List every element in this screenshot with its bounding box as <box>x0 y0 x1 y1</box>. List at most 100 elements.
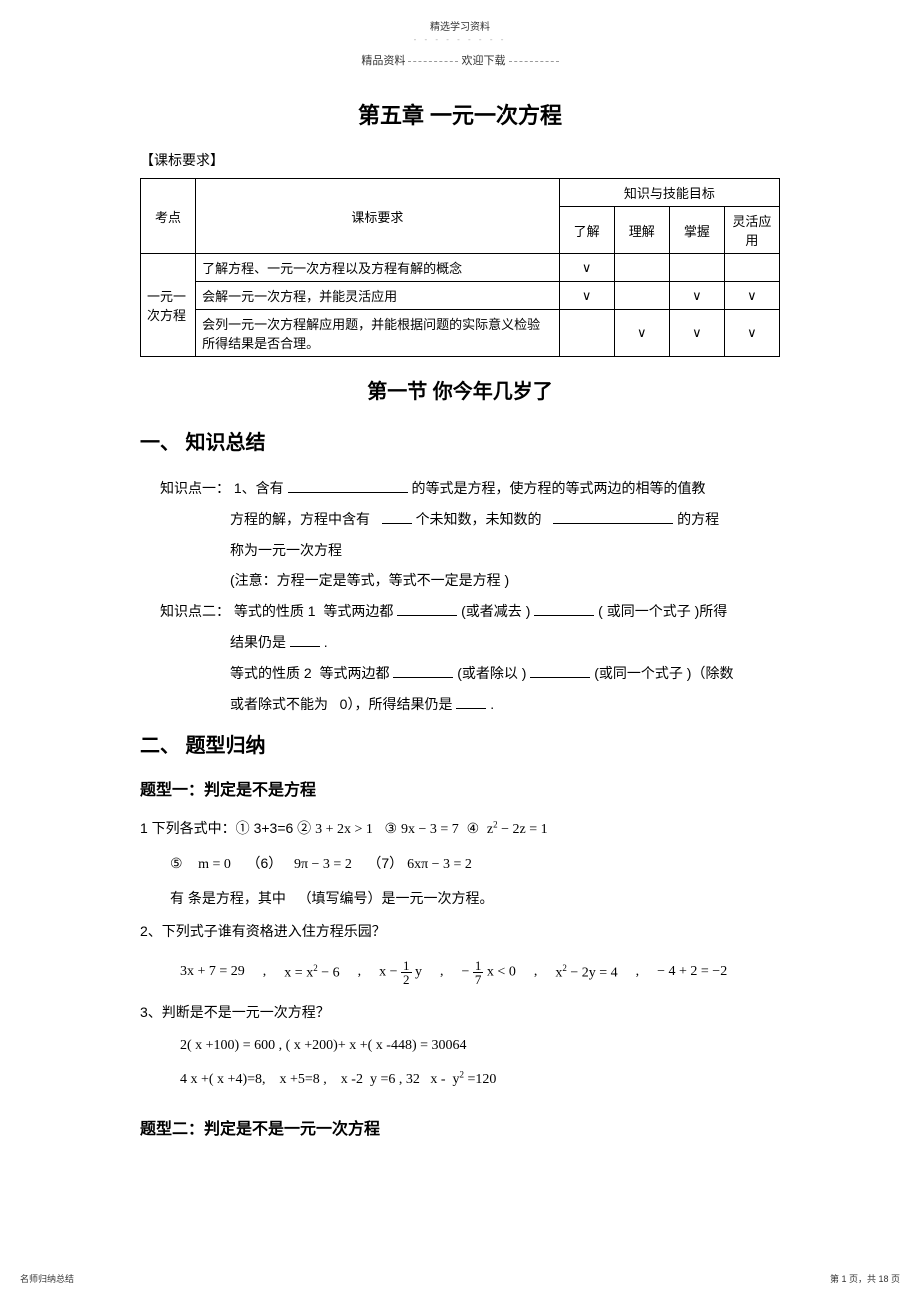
chapter-title: 第五章 一元一次方程 <box>140 98 780 130</box>
footer-left: 名师归纳总结 <box>20 1272 74 1285</box>
blank-8 <box>530 664 590 678</box>
dashed-divider-1 <box>408 61 458 62</box>
q1-l3b: 条是方程，其中 <box>188 890 286 906</box>
kp2-1b: 等式两边都 <box>323 603 393 619</box>
q2-eq5: x2 − 2y = 4 <box>555 963 617 982</box>
kp1-1b: 的等式是方程，使方程的等式两边的相等的值教 <box>411 480 705 496</box>
q1-l3a: 有 <box>170 890 184 906</box>
td-empty <box>669 254 724 282</box>
header-dots: - - - - - - - - - <box>0 35 920 44</box>
kp2-line3: 等式的性质 2 等式两边都 (或者除以 ) (或同一个式子 )（除数 <box>230 658 780 689</box>
q2-eq2: x = x2 − 6 <box>284 963 339 982</box>
kp2: 知识点二： 等式的性质 1 等式两边都 (或者减去 ) ( 或同一个式子 )所得 <box>160 596 780 627</box>
h1-knowledge-summary: 一、 知识总结 <box>140 426 780 455</box>
header-sub-left: 精品资料 <box>361 55 405 67</box>
footer-right: 第 1 页，共 18 页 <box>830 1272 900 1285</box>
q3-line1: 2( x +100) = 600 , ( x +200)+ x +( x -44… <box>180 1029 780 1063</box>
q1-eq4: m = 0 <box>198 857 231 872</box>
kp2-2a: 结果仍是 <box>230 634 286 650</box>
q1-a: 1 下列各式中：① 3+3=6 ② <box>140 820 311 836</box>
kp2-line2: 结果仍是 . <box>230 627 780 658</box>
td-desc1: 了解方程、一元一次方程以及方程有解的概念 <box>196 254 560 282</box>
kp1-line2: 方程的解，方程中含有 个未知数，未知数的 的方程 <box>230 504 780 535</box>
q1-l2c: （7） <box>367 855 403 871</box>
td-check: ∨ <box>614 310 669 357</box>
th-lijie: 理解 <box>614 207 669 254</box>
q1-c: ④ <box>467 820 480 836</box>
td-empty <box>614 254 669 282</box>
kp2-line4: 或者除式不能为 0），所得结果仍是 . <box>230 689 780 720</box>
kp2-4c: . <box>490 696 494 712</box>
th-group: 知识与技能目标 <box>559 179 779 207</box>
td-desc2: 会解一元一次方程，并能灵活应用 <box>196 282 560 310</box>
kp1-2c: 的方程 <box>677 511 719 527</box>
q1-eq6: 6xπ − 3 = 2 <box>407 857 472 872</box>
kp2-1c: (或者减去 ) <box>461 603 530 619</box>
th-kaodian: 考点 <box>141 179 196 254</box>
q3-line2: 4 x +( x +4)=8, x +5=8 , x -2 y =6 , 32 … <box>180 1063 780 1097</box>
kp1-2b: 个未知数，未知数的 <box>416 511 542 527</box>
q2-equations: 3x + 7 = 29, x = x2 − 6, x − 12 y , − 17… <box>180 959 780 986</box>
kp2-1a: 等式的性质 1 <box>234 603 316 619</box>
q2-eq3: x − 12 y <box>379 959 422 986</box>
q1-line1: 1 下列各式中：① 3+3=6 ② 3 + 2x > 1 ③ 9x − 3 = … <box>140 812 780 847</box>
th-zhangwo: 掌握 <box>669 207 724 254</box>
header-sub: 精品资料 欢迎下载 <box>0 52 920 68</box>
kp1-line3: 称为一元一次方程 <box>230 535 780 566</box>
q1-b: ③ <box>385 820 398 836</box>
blank-3 <box>553 510 673 524</box>
kp2-2b: . <box>324 634 328 650</box>
td-topic: 一元一次方程 <box>141 254 196 357</box>
q1-line3: 有 条是方程，其中 （填写编号）是一元一次方程。 <box>170 882 780 916</box>
kp1-label: 知识点一： <box>160 480 230 496</box>
main-content: 第五章 一元一次方程 【课标要求】 考点 课标要求 知识与技能目标 了解 理解 … <box>0 68 920 1139</box>
q2: 2、下列式子谁有资格进入住方程乐园？ <box>140 915 780 949</box>
kp2-3a: 等式的性质 2 <box>230 665 312 681</box>
header-top: 精选学习资料 <box>0 0 920 33</box>
q2-eq6: − 4 + 2 = −2 <box>657 964 727 980</box>
curriculum-label: 【课标要求】 <box>140 150 780 170</box>
q1-eq3: z2 − 2z = 1 <box>487 822 548 837</box>
kp1-2a: 方程的解，方程中含有 <box>230 511 370 527</box>
td-check: ∨ <box>724 282 779 310</box>
blank-2 <box>382 510 412 524</box>
kp1: 知识点一： 1、含有 的等式是方程，使方程的等式两边的相等的值教 <box>160 473 780 504</box>
q3: 3、判断是不是一元一次方程？ <box>140 996 780 1030</box>
td-empty <box>559 310 614 357</box>
th-liaojie: 了解 <box>559 207 614 254</box>
blank-9 <box>456 695 486 709</box>
q1-l2b: （6） <box>246 855 282 871</box>
td-check: ∨ <box>669 310 724 357</box>
kp1-1a: 1、含有 <box>234 480 284 496</box>
kp2-4a: 或者除式不能为 <box>230 696 328 712</box>
td-empty <box>724 254 779 282</box>
blank-5 <box>534 602 594 616</box>
kp2-3b: 等式两边都 <box>319 665 389 681</box>
page-footer: 名师归纳总结 第 1 页，共 18 页 <box>20 1272 900 1285</box>
kp2-4b: 0），所得结果仍是 <box>340 696 453 712</box>
h1-problem-types: 二、 题型归纳 <box>140 729 780 758</box>
kp2-label: 知识点二： <box>160 603 230 619</box>
kp2-3d: (或同一个式子 )（除数 <box>594 665 733 681</box>
section-title: 第一节 你今年几岁了 <box>140 375 780 404</box>
kp1-note: (注意：方程一定是等式，等式不一定是方程 ) <box>230 565 780 596</box>
td-check: ∨ <box>669 282 724 310</box>
td-check: ∨ <box>724 310 779 357</box>
q2-eq1: 3x + 7 = 29 <box>180 964 245 980</box>
header-sub-right: 欢迎下载 <box>462 55 506 67</box>
q1-line2: ⑤ m = 0 （6） 9π − 3 = 2 （7） 6xπ − 3 = 2 <box>170 847 780 882</box>
q1-eq5: 9π − 3 = 2 <box>294 857 352 872</box>
requirements-table: 考点 课标要求 知识与技能目标 了解 理解 掌握 灵活应用 一元一次方程 了解方… <box>140 178 780 357</box>
q1-l2a: ⑤ <box>170 855 183 871</box>
td-empty <box>614 282 669 310</box>
blank-6 <box>290 633 320 647</box>
kp2-3c: (或者除以 ) <box>457 665 526 681</box>
blank-1 <box>288 479 408 493</box>
blank-4 <box>397 602 457 616</box>
th-linghuo: 灵活应用 <box>724 207 779 254</box>
q2-eq4: − 17 x < 0 <box>462 959 516 986</box>
blank-7 <box>393 664 453 678</box>
q1-eq2: 9x − 3 = 7 <box>401 822 459 837</box>
type1-heading: 题型一：判定是不是方程 <box>140 776 780 800</box>
th-yaoqiu: 课标要求 <box>196 179 560 254</box>
